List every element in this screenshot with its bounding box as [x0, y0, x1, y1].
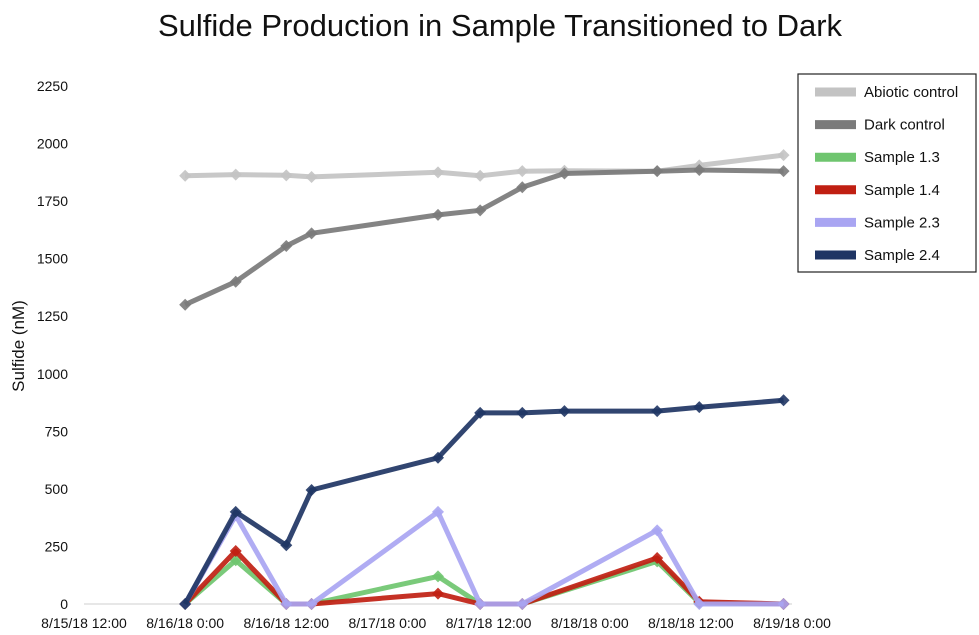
data-point [432, 166, 444, 179]
legend-label: Sample 2.4 [864, 247, 940, 264]
x-tick-labels: 8/15/18 12:00 8/16/18 0:00 8/16/18 12:00 8/… [41, 615, 831, 631]
legend-label: Sample 1.3 [864, 149, 940, 166]
series-line [182, 397, 784, 606]
x-tick-label: 8/15/18 12:00 [41, 615, 127, 631]
data-point [229, 168, 242, 181]
x-tick-label: 8/18/18 12:00 [648, 615, 734, 631]
data-point [179, 298, 192, 311]
data-point [474, 406, 487, 419]
data-point [305, 484, 318, 497]
data-point [179, 169, 192, 182]
y-tick-label: 1500 [37, 251, 68, 267]
data-point [432, 587, 444, 600]
series-layer [179, 149, 790, 610]
y-tick-label: 1750 [37, 193, 68, 209]
data-point [777, 149, 790, 162]
series-sample-2-4 [179, 394, 790, 610]
data-point [432, 505, 444, 518]
x-tick-label: 8/18/18 0:00 [551, 615, 629, 631]
y-axis-label: Sulfide (nM) [9, 300, 28, 392]
data-point [516, 165, 529, 178]
data-point [474, 598, 487, 610]
data-point [280, 169, 293, 182]
data-point [777, 598, 790, 610]
data-point [777, 165, 790, 178]
x-tick-label: 8/19/18 0:00 [753, 615, 831, 631]
data-point [651, 551, 664, 564]
data-point [558, 167, 571, 180]
series-line [184, 167, 784, 307]
y-tick-label: 750 [45, 423, 69, 439]
y-tick-label: 2250 [37, 78, 68, 94]
data-point [651, 165, 664, 178]
data-point [693, 401, 706, 414]
data-point [693, 598, 706, 610]
series-line [182, 509, 784, 607]
x-tick-label: 8/17/18 12:00 [446, 615, 532, 631]
series-sample-2-3 [179, 505, 790, 610]
data-point [693, 164, 706, 177]
data-point [179, 598, 192, 610]
data-point [229, 505, 242, 518]
data-point [229, 545, 242, 558]
data-point [516, 406, 529, 419]
series-line [185, 152, 784, 180]
legend: Abiotic control Dark control Sample 1.3 Sam… [797, 73, 977, 273]
data-point [651, 524, 664, 537]
data-point [280, 598, 293, 610]
legend-label: Abiotic control [864, 84, 958, 101]
data-point [432, 570, 444, 583]
y-tick-label: 2000 [37, 136, 68, 152]
data-point [474, 169, 487, 182]
data-point [777, 394, 790, 407]
data-point [305, 170, 318, 183]
data-point [651, 405, 664, 418]
data-point [280, 539, 293, 552]
data-point [305, 227, 318, 240]
legend-label: Sample 2.3 [864, 214, 940, 231]
data-point [280, 240, 293, 253]
series-dark-control [179, 164, 790, 311]
y-tick-label: 250 [45, 538, 69, 554]
data-point [432, 208, 444, 221]
data-point [516, 598, 529, 610]
data-point [432, 451, 444, 464]
chart-title: Sulfide Production in Sample Transitione… [158, 8, 843, 43]
series-line [183, 548, 784, 607]
x-tick-label: 8/16/18 12:00 [243, 615, 329, 631]
y-tick-label: 0 [60, 596, 68, 612]
data-point [516, 181, 529, 194]
data-point [305, 598, 318, 610]
y-tick-labels: 0 250 500 750 1000 1250 1500 1750 2000 2250 [37, 78, 68, 612]
y-tick-label: 500 [45, 481, 69, 497]
x-tick-label: 8/17/18 0:00 [348, 615, 426, 631]
data-point [558, 405, 571, 418]
data-point [474, 204, 487, 217]
y-tick-label: 1250 [37, 308, 68, 324]
y-tick-label: 1000 [37, 366, 68, 382]
data-point [229, 275, 242, 288]
x-tick-label: 8/16/18 0:00 [146, 615, 224, 631]
legend-box [797, 73, 977, 273]
legend-label: Dark control [864, 117, 945, 134]
legend-label: Sample 1.4 [864, 182, 940, 199]
